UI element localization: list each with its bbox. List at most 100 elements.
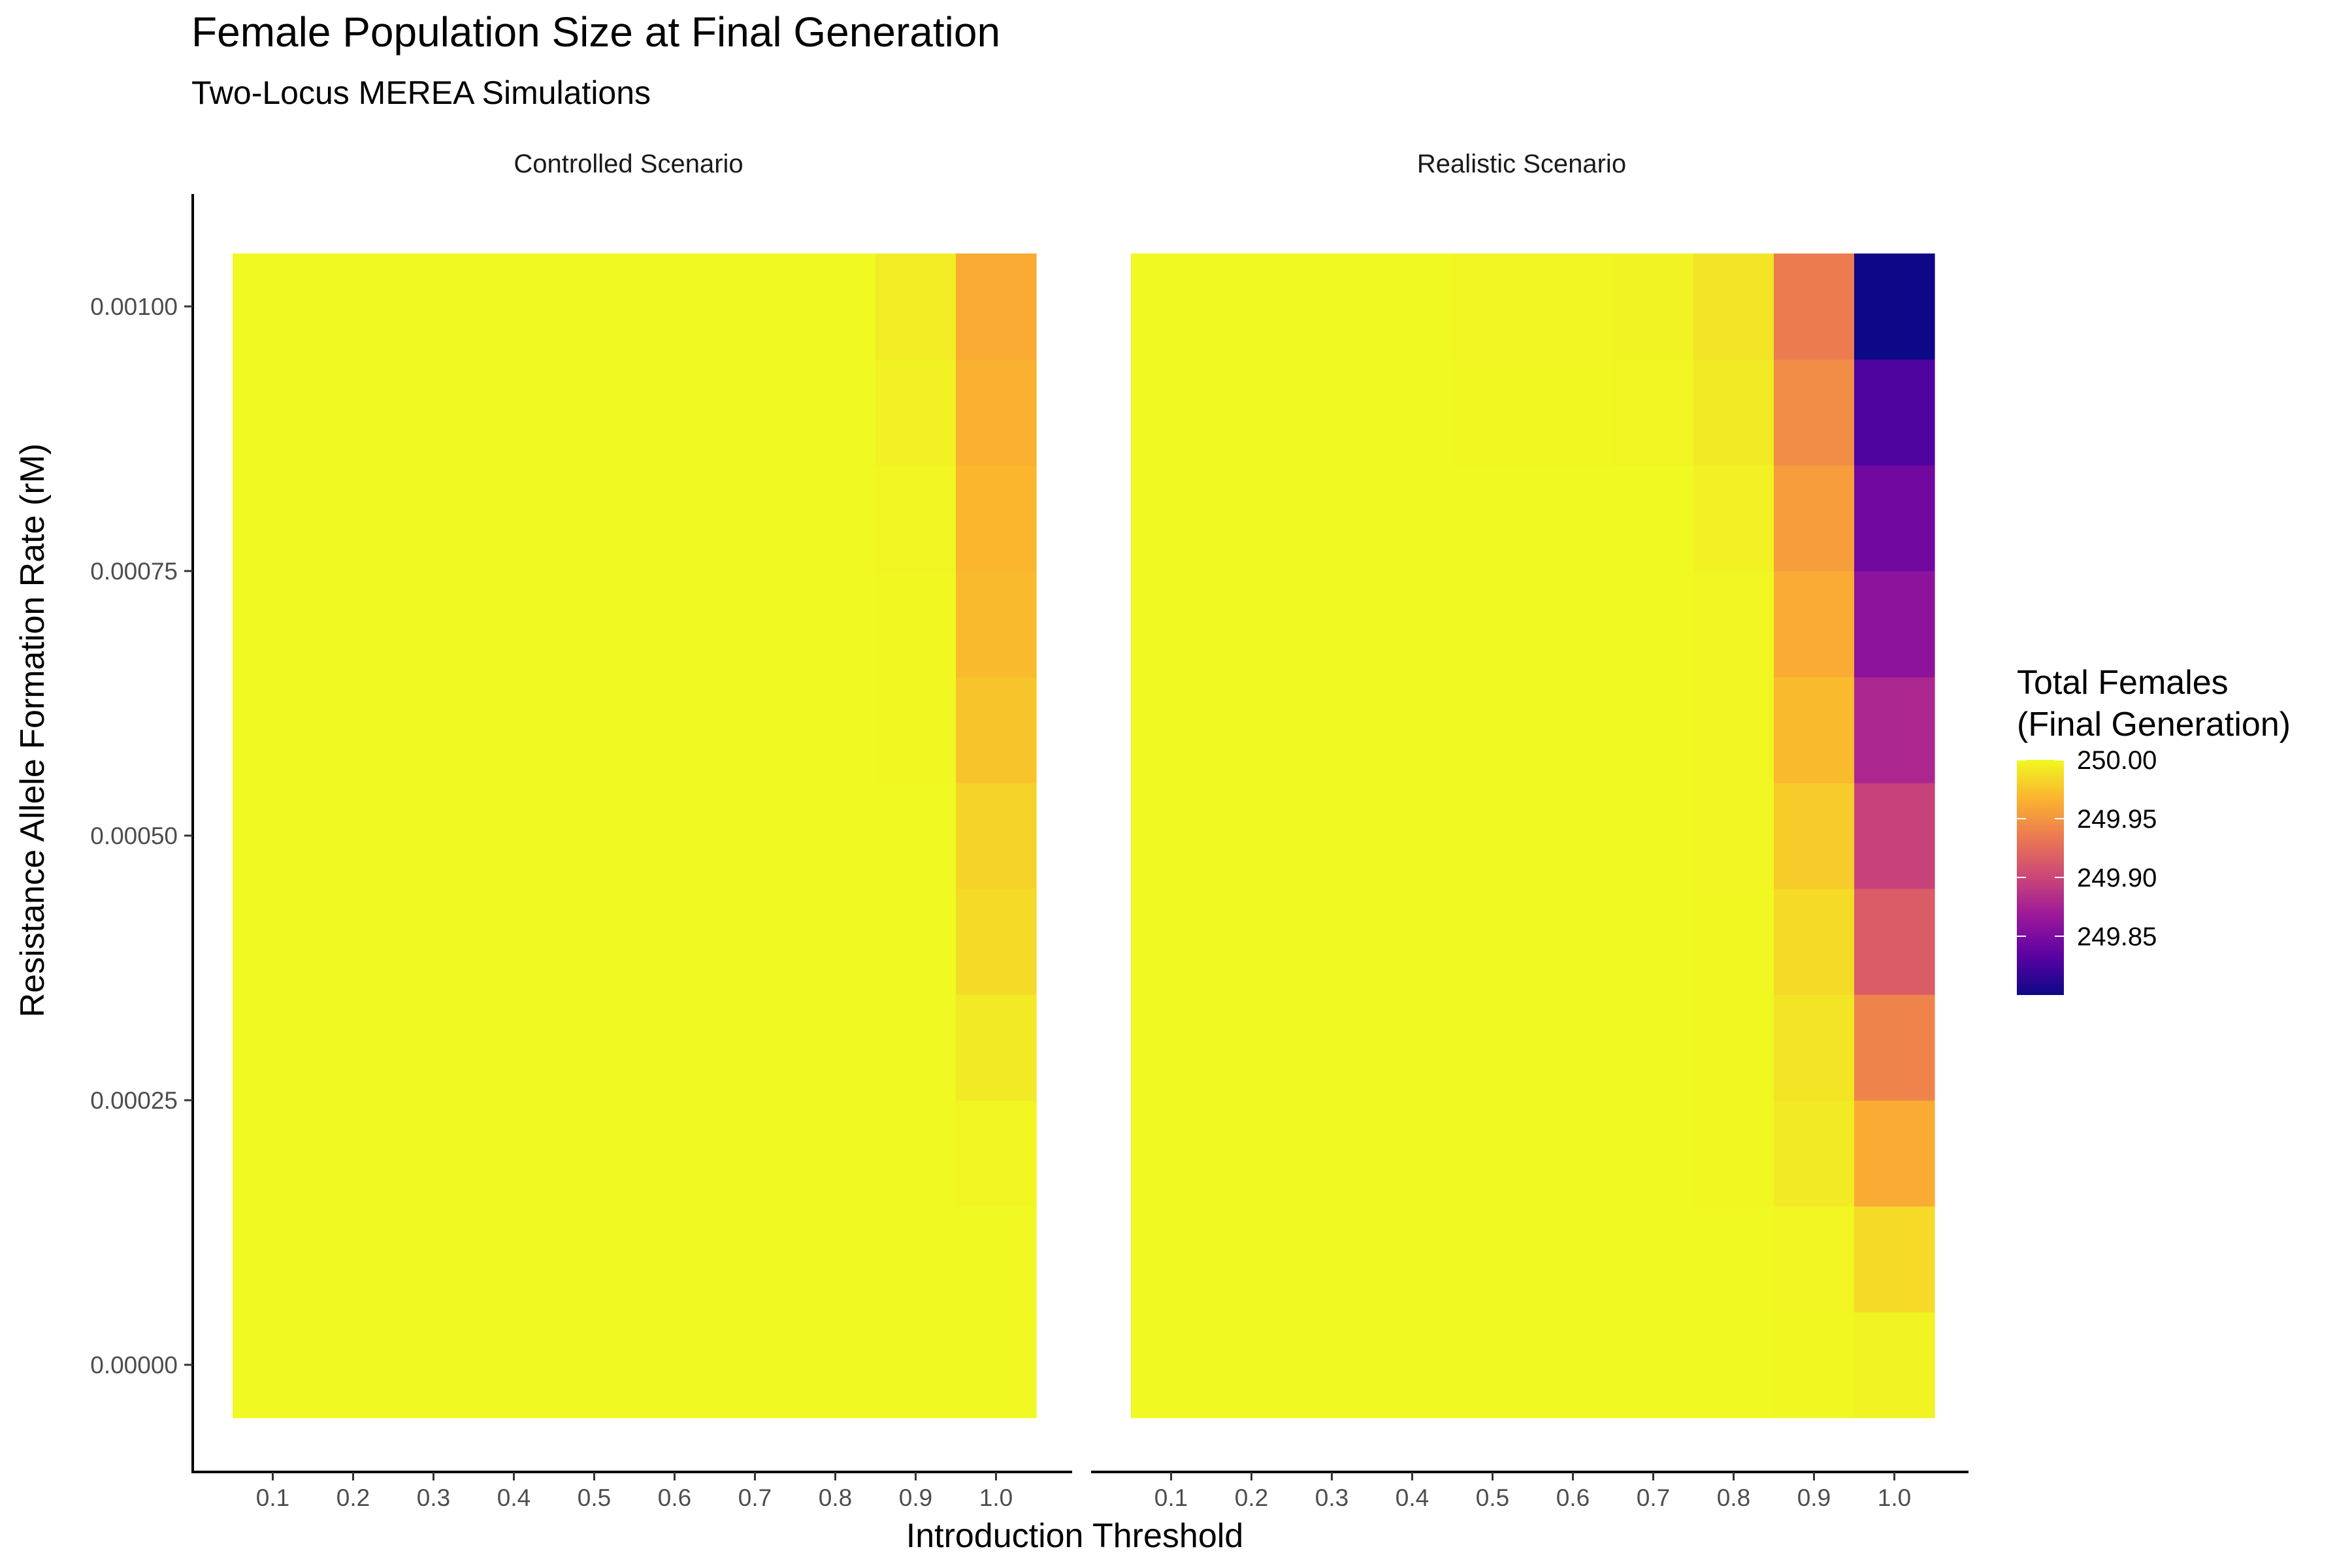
heatmap-cell [554, 465, 635, 572]
heatmap-cell [1613, 253, 1694, 360]
heatmap-cell [1854, 1206, 1935, 1313]
heatmap-cell [715, 1312, 796, 1418]
heatmap-cell [1372, 359, 1453, 466]
heatmap-cell [393, 677, 474, 783]
heatmap-cell [1292, 994, 1373, 1101]
heatmap-cell [233, 677, 314, 783]
heatmap-cell [634, 359, 715, 466]
heatmap-cell [1854, 571, 1935, 678]
heatmap-cell [1693, 465, 1774, 572]
heatmap-cell [956, 994, 1037, 1101]
x-tick-label: 0.2 [336, 1484, 370, 1511]
heatmap-cell [313, 359, 394, 466]
heatmap-cell [795, 253, 876, 360]
heatmap-cell [1613, 1206, 1694, 1313]
heatmap-cell [875, 994, 956, 1101]
heatmap-cell [1613, 677, 1694, 783]
x-tick-label: 1.0 [1878, 1484, 1911, 1511]
x-tick-label: 0.8 [1717, 1484, 1750, 1511]
heatmap-cell [393, 1206, 474, 1313]
heatmap-cell [474, 889, 555, 995]
heatmap-cell [1533, 1206, 1614, 1313]
heatmap-cell [554, 1312, 635, 1418]
heatmap-cell [233, 253, 314, 360]
heatmap-cell [313, 889, 394, 995]
heatmap-cell [956, 1206, 1037, 1313]
heatmap-cell [1131, 465, 1212, 572]
heatmap-cell [1211, 677, 1292, 783]
heatmap-cell [1533, 1100, 1614, 1207]
heatmap-cell [875, 465, 956, 572]
heatmap-cell [233, 1312, 314, 1418]
heatmap-cell [634, 1206, 715, 1313]
heatmap-cell [313, 1100, 394, 1207]
heatmap-cell [554, 571, 635, 678]
heatmap-cell [1613, 465, 1694, 572]
heatmap-cell [313, 783, 394, 889]
legend-tick-label: 249.95 [2077, 805, 2157, 834]
heatmap-cell [1131, 1312, 1212, 1418]
heatmap-cell [956, 359, 1037, 466]
heatmap-cell [1854, 359, 1935, 466]
heatmap-cell [554, 1206, 635, 1313]
heatmap-cell [875, 677, 956, 783]
heatmap-cell [233, 1100, 314, 1207]
y-tick-label: 0.00000 [90, 1352, 178, 1379]
heatmap-cell [634, 253, 715, 360]
heatmap-cell [554, 359, 635, 466]
panel-realistic-cells [1131, 253, 1935, 1418]
x-tick-label: 0.5 [1476, 1484, 1509, 1511]
x-tick-label: 0.9 [899, 1484, 932, 1511]
heatmap-cell [1693, 783, 1774, 889]
heatmap-cell [1372, 677, 1453, 783]
heatmap-cell [393, 1100, 474, 1207]
heatmap-cell [875, 889, 956, 995]
heatmap-cell [875, 1100, 956, 1207]
legend-tick-label: 250.00 [2077, 746, 2157, 775]
heatmap-cell [474, 571, 555, 678]
x-tick-label: 0.4 [497, 1484, 531, 1511]
heatmap-cell [1292, 1100, 1373, 1207]
heatmap-cell [795, 571, 876, 678]
heatmap-cell [474, 677, 555, 783]
heatmap-cell [1372, 1312, 1453, 1418]
heatmap-cell [1854, 994, 1935, 1101]
heatmap-cell [956, 783, 1037, 889]
heatmap-cell [313, 677, 394, 783]
axes: 0.00000 0.00025 0.00050 0.00075 0.00100 0.1 0.… [90, 194, 1968, 1511]
heatmap-cell [554, 994, 635, 1101]
heatmap-cell [393, 359, 474, 466]
heatmap-cell [875, 1206, 956, 1313]
heatmap-cell [474, 994, 555, 1101]
heatmap-cell [233, 1206, 314, 1313]
heatmap-cell [634, 571, 715, 678]
heatmap-cell [1774, 677, 1855, 783]
heatmap-cell [1854, 889, 1935, 995]
x-tick-label: 0.6 [1556, 1484, 1590, 1511]
heatmap-cell [715, 253, 796, 360]
heatmap-cell [634, 994, 715, 1101]
heatmap-cell [795, 1312, 876, 1418]
heatmap-cell [474, 465, 555, 572]
heatmap-cell [1774, 1206, 1855, 1313]
heatmap-cell [1211, 465, 1292, 572]
heatmap-cell [875, 1312, 956, 1418]
x-tick-label: 0.8 [819, 1484, 852, 1511]
chart-subtitle: Two-Locus MEREA Simulations [191, 74, 651, 111]
heatmap-cell [393, 889, 474, 995]
heatmap-cell [554, 677, 635, 783]
heatmap-cell [956, 253, 1037, 360]
heatmap-cell [313, 253, 394, 360]
legend-title-line2: (Final Generation) [2017, 706, 2291, 743]
heatmap-cell [1774, 465, 1855, 572]
heatmap-cell [1211, 571, 1292, 678]
heatmap-cell [1613, 783, 1694, 889]
heatmap-cell [1292, 677, 1373, 783]
x-tick-label: 0.3 [417, 1484, 450, 1511]
heatmap-cell [1211, 889, 1292, 995]
x-tick-label: 0.5 [578, 1484, 611, 1511]
heatmap-cell [554, 1100, 635, 1207]
heatmap-cell [393, 253, 474, 360]
heatmap-cell [875, 571, 956, 678]
